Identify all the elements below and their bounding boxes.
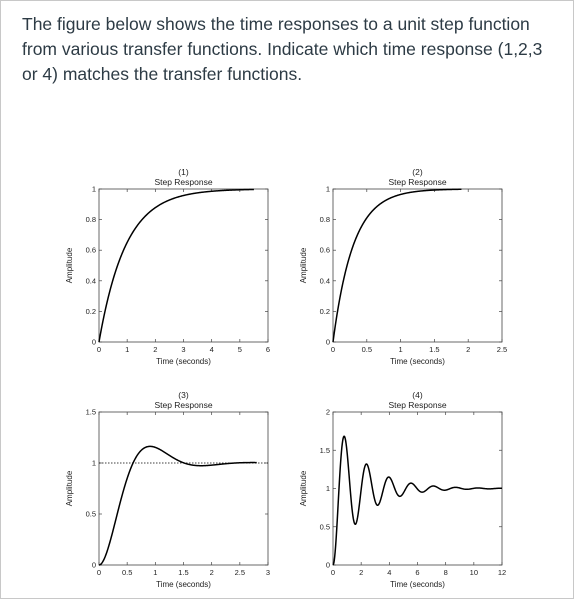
y-tick-label: 1	[326, 484, 330, 493]
x-tick-label: 4	[387, 568, 391, 577]
x-tick-label: 3	[266, 568, 270, 577]
y-tick-label: 0.6	[320, 246, 330, 255]
x-tick-label: 0	[97, 345, 101, 354]
y-tick-label: 0	[92, 338, 96, 347]
x-tick-label: 2.5	[235, 568, 245, 577]
x-tick-label: 8	[444, 568, 448, 577]
plot-area	[98, 411, 269, 566]
y-axis-label: Amplitude	[65, 247, 74, 283]
x-tick-label: 3	[181, 345, 185, 354]
y-tick-label: 0.5	[320, 522, 330, 531]
y-tick-label: 0.8	[86, 215, 96, 224]
y-tick-label: 0.6	[86, 246, 96, 255]
question-text: The figure below shows the time response…	[22, 12, 557, 87]
x-axis-label: Time (seconds)	[156, 580, 211, 589]
chart-title: Step Response	[388, 177, 446, 187]
y-axis-label: Amplitude	[299, 247, 308, 283]
chart-number: (3)	[178, 390, 189, 400]
x-tick-label: 0	[331, 568, 335, 577]
step-response-line	[98, 445, 258, 566]
y-tick-label: 0	[326, 561, 330, 570]
x-tick-label: 1	[125, 345, 129, 354]
y-axis-label: Amplitude	[299, 470, 308, 506]
x-tick-label: 2	[466, 345, 470, 354]
question-line: or 4) matches the transfer functions.	[22, 64, 303, 84]
y-tick-label: 1	[326, 185, 330, 194]
step-response-line	[98, 188, 255, 343]
x-tick-label: 0.5	[122, 568, 132, 577]
x-axis-label: Time (seconds)	[156, 357, 211, 366]
question-line: The figure below shows the time response…	[22, 14, 530, 34]
x-axis-label: Time (seconds)	[390, 357, 445, 366]
y-tick-label: 0.2	[86, 307, 96, 316]
x-tick-label: 2.5	[497, 345, 507, 354]
y-tick-label: 0.8	[320, 215, 330, 224]
y-tick-label: 1	[92, 185, 96, 194]
plot-area	[332, 188, 503, 343]
y-tick-label: 0.4	[86, 276, 96, 285]
y-tick-label: 0.2	[320, 307, 330, 316]
y-tick-label: 1.5	[86, 408, 96, 417]
plot-area	[98, 188, 269, 343]
chart-title: Step Response	[154, 177, 212, 187]
y-tick-label: 0	[326, 338, 330, 347]
question-line: from various transfer functions. Indicat…	[22, 39, 543, 59]
x-tick-label: 4	[210, 345, 214, 354]
x-tick-label: 0	[97, 568, 101, 577]
x-tick-label: 12	[498, 568, 506, 577]
y-tick-label: 0	[92, 561, 96, 570]
x-tick-label: 5	[238, 345, 242, 354]
x-tick-label: 0	[331, 345, 335, 354]
chart-number: (2)	[412, 167, 423, 177]
x-axis-label: Time (seconds)	[390, 580, 445, 589]
chart-1: 0 1 2 3 4 5 6 0 0.2 0.4 0.6 0.8 1 (1)Step Response Tim…	[65, 167, 270, 366]
x-tick-label: 2	[359, 568, 363, 577]
x-tick-label: 1.5	[429, 345, 439, 354]
x-tick-label: 2	[153, 345, 157, 354]
x-tick-label: 1.5	[178, 568, 188, 577]
chart-2: 0 0.5 1 1.5 2 2.5 0 0.2 0.4 0.6 0.8 1 (2)Step Respon…	[299, 167, 507, 366]
chart-3: 0 0.5 1 1.5 2 2.5 3 0 0.5 1 1.5 (3)Step Response Tim…	[65, 390, 270, 589]
step-response-line	[332, 435, 503, 566]
x-tick-label: 2	[210, 568, 214, 577]
chart-4: 0 2 4 6 8 10 12 0 0.5 1 1.5 2 (4)Step Response Time (…	[299, 390, 506, 589]
chart-title: Step Response	[388, 400, 446, 410]
chart-title: Step Response	[154, 400, 212, 410]
y-tick-label: 2	[326, 408, 330, 417]
x-tick-label: 6	[415, 568, 419, 577]
x-tick-label: 6	[266, 345, 270, 354]
chart-number: (4)	[412, 390, 423, 400]
x-tick-label: 10	[470, 568, 478, 577]
y-tick-label: 1	[92, 459, 96, 468]
x-tick-label: 1	[153, 568, 157, 577]
x-tick-label: 1	[399, 345, 403, 354]
chart-number: (1)	[178, 167, 189, 177]
step-response-line	[332, 188, 462, 343]
y-tick-label: 0.5	[86, 510, 96, 519]
y-tick-label: 0.4	[320, 276, 330, 285]
y-tick-label: 1.5	[320, 446, 330, 455]
x-tick-label: 0.5	[362, 345, 372, 354]
y-axis-label: Amplitude	[65, 470, 74, 506]
